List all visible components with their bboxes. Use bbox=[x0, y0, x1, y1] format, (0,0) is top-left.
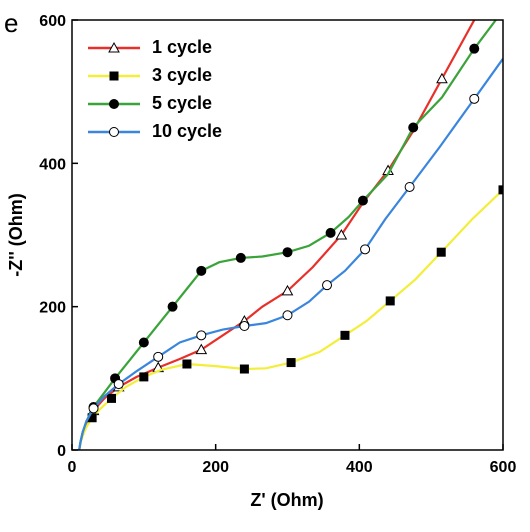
marker bbox=[196, 265, 207, 276]
marker bbox=[286, 358, 296, 368]
marker bbox=[139, 372, 149, 382]
legend-label: 10 cycle bbox=[152, 121, 222, 141]
marker bbox=[360, 244, 371, 255]
y-axis-label: -Z'' (Ohm) bbox=[6, 193, 26, 277]
marker bbox=[239, 364, 249, 374]
legend-label: 1 cycle bbox=[152, 37, 212, 57]
marker bbox=[239, 321, 250, 332]
marker bbox=[335, 228, 348, 240]
marker bbox=[498, 185, 503, 195]
x-tick-label: 400 bbox=[346, 459, 373, 476]
legend-label: 5 cycle bbox=[152, 93, 212, 113]
legend-marker bbox=[108, 41, 120, 53]
marker bbox=[281, 284, 294, 296]
marker bbox=[357, 195, 368, 206]
series-line bbox=[78, 20, 476, 450]
marker bbox=[282, 247, 293, 258]
legend-marker bbox=[109, 71, 119, 81]
marker bbox=[113, 379, 124, 390]
marker bbox=[153, 351, 164, 362]
legend-label: 3 cycle bbox=[152, 65, 212, 85]
legend-marker bbox=[109, 127, 119, 137]
marker bbox=[167, 301, 178, 312]
plot-frame bbox=[71, 19, 504, 451]
marker bbox=[322, 280, 333, 291]
marker bbox=[408, 122, 419, 133]
marker bbox=[195, 343, 208, 355]
x-tick-label: 0 bbox=[68, 459, 77, 476]
series-line bbox=[78, 20, 497, 450]
marker bbox=[138, 337, 149, 348]
legend-marker bbox=[109, 99, 119, 109]
series-line bbox=[78, 189, 503, 450]
marker bbox=[325, 227, 336, 238]
marker bbox=[182, 359, 192, 369]
x-axis-label: Z' (Ohm) bbox=[250, 490, 323, 510]
marker bbox=[235, 252, 246, 263]
y-tick-label: 0 bbox=[57, 443, 66, 460]
marker bbox=[107, 393, 117, 403]
plot-area bbox=[78, 20, 503, 450]
marker bbox=[469, 93, 480, 104]
y-tick-label: 600 bbox=[39, 13, 66, 30]
marker bbox=[404, 181, 415, 192]
marker bbox=[385, 296, 395, 306]
marker bbox=[436, 247, 446, 257]
marker bbox=[196, 330, 207, 341]
marker bbox=[436, 72, 448, 84]
panel-label: e bbox=[4, 8, 18, 38]
x-tick-label: 200 bbox=[202, 459, 229, 476]
y-tick-label: 400 bbox=[39, 156, 66, 173]
marker bbox=[88, 403, 99, 414]
marker bbox=[282, 310, 293, 321]
marker bbox=[340, 330, 350, 340]
marker bbox=[469, 43, 480, 54]
y-tick-label: 200 bbox=[39, 300, 66, 317]
x-tick-label: 600 bbox=[490, 459, 517, 476]
